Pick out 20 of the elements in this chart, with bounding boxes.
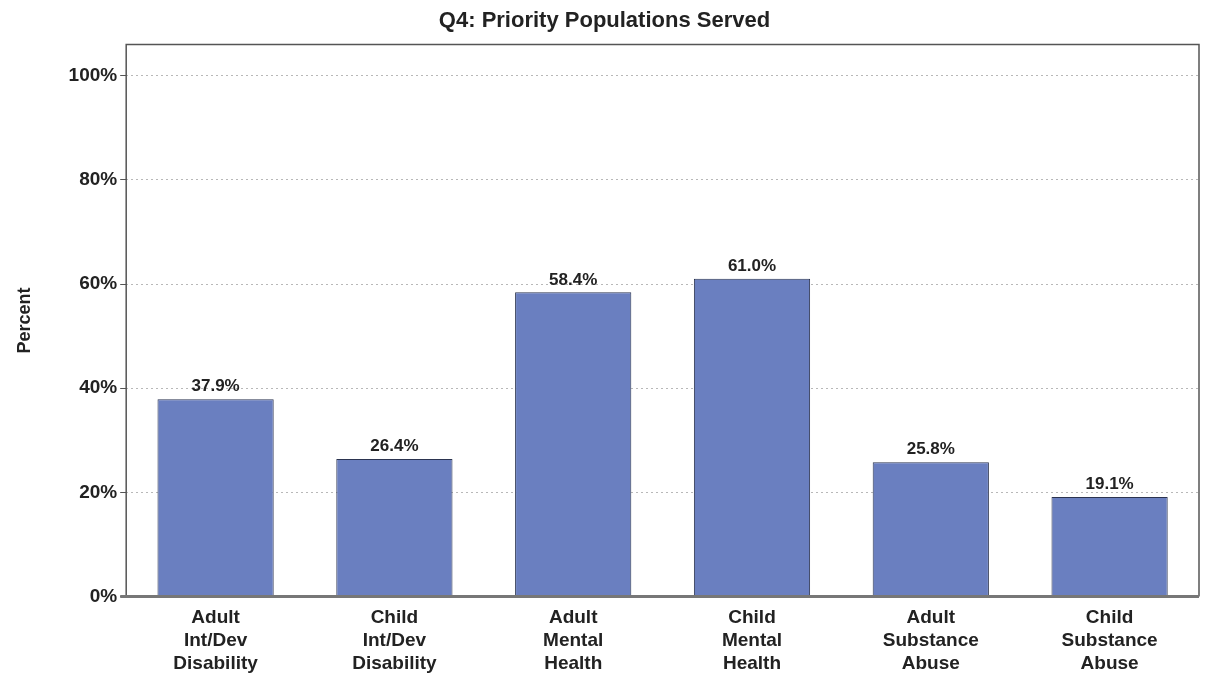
y-axis-title: Percent bbox=[13, 287, 34, 354]
data-label: 58.4% bbox=[549, 269, 598, 289]
data-label: 19.1% bbox=[1085, 474, 1134, 494]
x-tick-label: Child Int/Dev Disability bbox=[352, 606, 438, 673]
x-tick-label: Adult Mental Health bbox=[543, 606, 604, 673]
x-tick-label: Child Mental Health bbox=[721, 606, 783, 673]
data-label: 37.9% bbox=[191, 376, 240, 396]
y-tick-label: 100% bbox=[68, 63, 118, 85]
chart-title: Q4: Priority Populations Served bbox=[438, 7, 771, 33]
data-label: 26.4% bbox=[370, 436, 419, 456]
x-tick-label: Adult Int/Dev Disability bbox=[173, 606, 259, 673]
y-tick-label: 60% bbox=[79, 272, 118, 294]
data-label: 25.8% bbox=[906, 439, 955, 459]
y-tick-label: 40% bbox=[79, 376, 118, 398]
y-tick-label: 20% bbox=[79, 480, 118, 502]
y-tick-label: 80% bbox=[79, 168, 118, 190]
x-tick-label: Child Substance Abuse bbox=[1061, 606, 1158, 673]
y-tick-label: 0% bbox=[89, 584, 118, 606]
data-label: 61.0% bbox=[727, 256, 777, 276]
x-tick-label: Adult Substance Abuse bbox=[882, 606, 979, 673]
